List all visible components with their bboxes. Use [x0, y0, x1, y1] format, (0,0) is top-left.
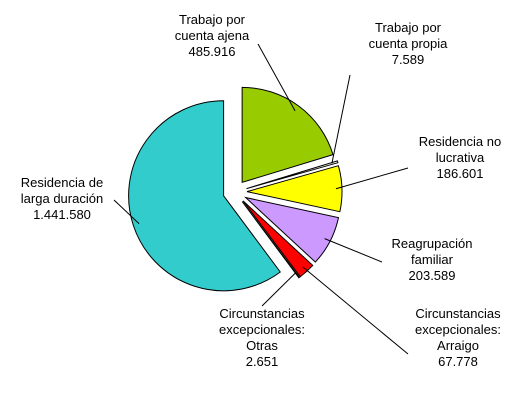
value-label: 203.589 — [408, 268, 456, 283]
pie-slice — [241, 201, 301, 279]
leader-line — [261, 272, 296, 307]
category-name: Circunstancias excepcionales: Arraigo — [415, 306, 501, 353]
leader-line — [302, 266, 409, 355]
value-label: 1.441.580 — [33, 207, 91, 222]
pie-slice — [241, 86, 334, 184]
slice-label: Residencia de larga duración 1.441.580 — [10, 175, 114, 223]
value-label: 7.589 — [391, 52, 425, 67]
value-label: 186.601 — [436, 166, 484, 181]
pie-slice — [242, 200, 314, 278]
leader-line — [331, 74, 351, 164]
value-label: 2.651 — [245, 354, 279, 369]
leader-line — [257, 43, 296, 112]
slice-label: Reagrupación familiar 203.589 — [382, 236, 482, 284]
slice-label: Circunstancias excepcionales: Arraigo 67.… — [406, 306, 510, 370]
pie-slice — [128, 100, 281, 292]
category-name: Trabajo por cuenta ajena — [174, 12, 250, 43]
leader-line — [324, 238, 383, 263]
pie-slice — [246, 160, 339, 190]
pie-slice — [246, 165, 343, 213]
value-label: 485.916 — [188, 44, 236, 59]
category-name: Trabajo por cuenta propia — [368, 20, 448, 51]
category-name: Residencia no lucrativa — [418, 134, 502, 165]
leader-line — [113, 199, 140, 225]
slice-label: Trabajo por cuenta propia 7.589 — [358, 20, 458, 68]
category-name: Circunstancias excepcionales: Otras — [219, 306, 305, 353]
leader-line — [335, 167, 409, 190]
pie-slice — [243, 196, 340, 263]
slice-label: Trabajo por cuenta ajena 485.916 — [166, 12, 258, 60]
slice-label: Residencia no lucrativa 186.601 — [410, 134, 510, 182]
category-name: Residencia de larga duración — [20, 175, 104, 206]
category-name: Reagrupación familiar — [391, 236, 473, 267]
value-label: 67.778 — [438, 354, 478, 369]
slice-label: Circunstancias excepcionales: Otras 2.651 — [210, 306, 314, 370]
